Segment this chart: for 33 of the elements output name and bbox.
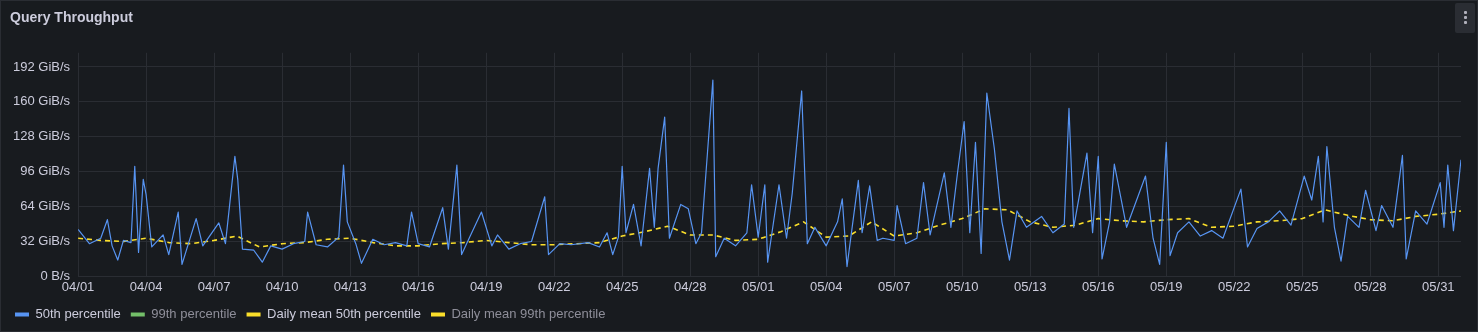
y-tick-label: 96 GiB/s [20,163,71,179]
x-tick-label: 04/19 [469,278,503,294]
x-tick-label: 05/19 [1150,278,1183,294]
line-series [78,207,1461,248]
x-tick-label: 04/13 [333,278,367,294]
y-tick-label: 192 GiB/s [12,58,71,74]
legend-label: Daily mean 50th percentile [267,306,421,322]
x-tick-label: 04/22 [537,278,571,294]
y-tick-label: 160 GiB/s [12,93,71,109]
chart-title: Query Throughput [10,9,133,25]
legend-label: 99th percentile [151,306,237,322]
y-tick-label: 32 GiB/s [20,233,71,249]
x-tick-label: 04/10 [265,278,299,294]
x-tick-label: 04/07 [197,278,231,294]
x-tick-label: 05/31 [1422,278,1455,294]
x-tick-label: 05/13 [1013,278,1047,294]
legend-label: Daily mean 99th percentile [451,306,606,322]
x-tick-label: 04/28 [673,278,707,294]
x-tick-label: 05/22 [1218,278,1251,294]
x-tick-label: 04/16 [401,278,435,294]
x-tick-label: 05/16 [1081,278,1115,294]
x-tick-label: 05/01 [741,278,775,294]
y-tick-label: 128 GiB/s [12,128,71,144]
y-tick-label: 0 B/s [40,267,71,283]
x-tick-label: 05/07 [877,278,911,294]
y-tick-label: 64 GiB/s [20,198,71,214]
x-tick-label: 04/25 [605,278,639,294]
x-tick-label: 05/10 [945,278,979,294]
x-tick-label: 05/25 [1286,278,1319,294]
legend-label: 50th percentile [35,306,121,322]
x-tick-label: 05/28 [1354,278,1387,294]
x-tick-label: 05/04 [809,278,843,294]
x-tick-label: 04/04 [129,278,163,294]
